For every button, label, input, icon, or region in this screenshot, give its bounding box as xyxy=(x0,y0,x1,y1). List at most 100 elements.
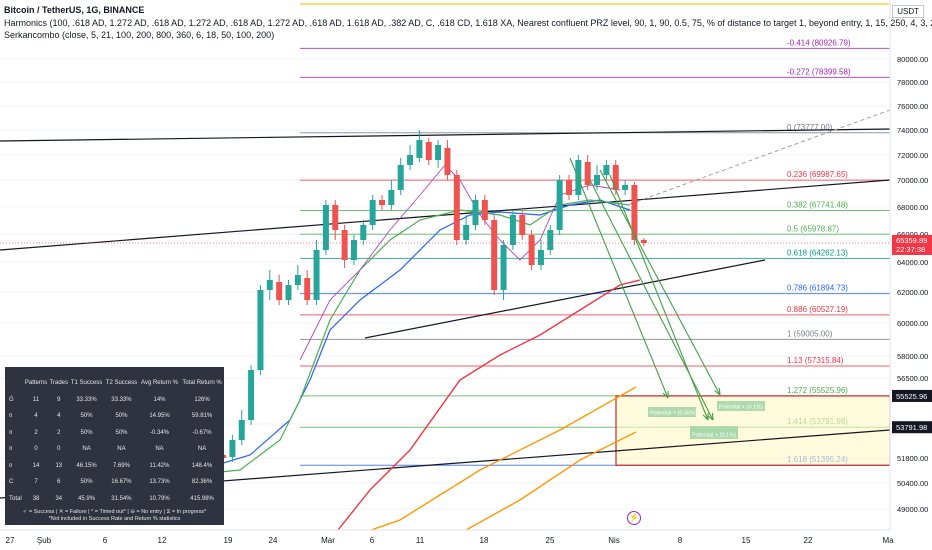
candle xyxy=(350,235,357,265)
stats-cell: 2 xyxy=(57,429,61,436)
upper-trend-line xyxy=(0,128,891,142)
fib-levels: -0.414 (80926.79) -0.272 (78399.58) 0 (737… xyxy=(300,3,890,466)
time-tick-label: 15 xyxy=(742,536,751,545)
time-tick-label: Nis xyxy=(608,536,620,545)
candle xyxy=(491,215,498,295)
stats-cell: NA xyxy=(197,446,207,453)
time-tick-label: 22 xyxy=(804,536,813,545)
fib-label: 0.236 (69987.65) xyxy=(787,170,848,179)
candle xyxy=(528,230,535,270)
harmonic-stats-table: Patterns Trades T1 Success T2 Success Avg Re… xyxy=(5,367,224,525)
stats-cell: 16.67% xyxy=(111,479,132,486)
fib-label: 1.13 (57315.84) xyxy=(787,356,844,365)
stats-cell: 33.33% xyxy=(76,396,97,403)
candle-body xyxy=(276,282,283,300)
stats-cell: 148.4% xyxy=(191,462,213,469)
candle xyxy=(379,195,385,210)
stats-header-cell: T1 Success xyxy=(70,380,103,387)
legend-symbol: Bitcoin / TetherUS, 1G, BINANCE xyxy=(4,5,145,15)
candle xyxy=(285,280,292,305)
lightning-icon[interactable]: ⚡ xyxy=(627,511,641,525)
candle-body xyxy=(453,175,460,240)
stats-cell: 13.73% xyxy=(149,479,170,486)
price-tick-label: 76000.00 xyxy=(897,102,928,111)
candle xyxy=(594,165,601,190)
stats-cell: 7.69% xyxy=(112,462,130,469)
candle-body xyxy=(416,140,423,158)
stats-row: Total 38 34 45.9% 31.54% 10.79% 415.98% xyxy=(5,491,224,508)
candle xyxy=(341,225,348,268)
candle xyxy=(584,155,591,190)
candle-body xyxy=(444,148,451,175)
projection-label: Potential + (0.56%) xyxy=(650,411,697,417)
stats-cell: C xyxy=(9,479,14,486)
stats-cell: 46.15% xyxy=(76,462,97,469)
candle-body xyxy=(294,275,301,285)
time-axis-bg xyxy=(0,530,932,550)
candle xyxy=(416,130,423,162)
price-tick-label: 49000.00 xyxy=(897,505,928,514)
candle-body xyxy=(603,165,610,175)
projection-label: Potential + (0.1%) xyxy=(719,405,763,411)
stats-row: ¤ 14 13 46.15% 7.69% 11.42% 148.4% xyxy=(5,458,224,475)
price-tick-label: 62000.00 xyxy=(897,288,928,297)
candle-body xyxy=(350,240,357,260)
current-price-countdown: 22:37:38 xyxy=(896,245,925,254)
price-tick-label: 58000.00 xyxy=(897,352,928,361)
current-price-badge xyxy=(892,234,932,255)
projection-arrow-1-head xyxy=(662,390,669,399)
time-tick-label: Ma xyxy=(882,536,894,545)
projection-label-box xyxy=(690,429,738,439)
stats-row: ¤ 2 2 50% 50% -0.34% -0.67% xyxy=(5,425,224,442)
candle xyxy=(435,140,442,168)
candle-body xyxy=(519,215,526,235)
stats-row: Ġ 11 9 33.33% 33.33% 14% 126% xyxy=(5,392,224,409)
ma-red xyxy=(329,279,641,541)
currency-button[interactable]: USDT xyxy=(892,5,924,18)
candle xyxy=(622,180,629,195)
stats-cell: -0.67% xyxy=(192,429,212,436)
time-tick-label: 6 xyxy=(370,536,375,545)
candle xyxy=(509,210,516,250)
fib-label: 1 (59005.00) xyxy=(787,329,833,338)
time-axis: 27 Şub 6 12 19 24 Mar 6 11 18 25 Nis 8 15 22 Ma xyxy=(0,529,932,550)
candle-body xyxy=(491,220,498,290)
candles[interactable] xyxy=(173,130,647,482)
stats-cell: 59.81% xyxy=(191,413,213,420)
stats-cell: 9 xyxy=(57,396,61,403)
stats-cell: 4 xyxy=(57,413,61,420)
candle xyxy=(463,215,470,245)
stats-cell: -0.34% xyxy=(150,429,170,436)
projection-label-box xyxy=(648,407,696,417)
fib-label: 0.5 (65978.87) xyxy=(787,224,839,233)
stats-header-cell xyxy=(5,375,24,392)
candle xyxy=(556,175,563,235)
price-tick-label: 56500.00 xyxy=(897,374,928,383)
candle-body xyxy=(332,205,339,230)
price-axis-bg xyxy=(890,0,932,530)
stats-cell: 50% xyxy=(115,429,128,436)
time-tick-label: 25 xyxy=(546,536,555,545)
stats-row: C 7 6 50% 16.67% 13.73% 82.36% xyxy=(5,474,224,491)
time-tick-label: 27 xyxy=(6,536,15,545)
time-tick-label: Mar xyxy=(321,536,335,545)
moving-averages xyxy=(189,164,641,550)
candle xyxy=(397,158,404,195)
candle xyxy=(537,240,544,270)
candle-body xyxy=(304,278,311,300)
stats-cell: 50% xyxy=(80,479,93,486)
stats-cell: 126% xyxy=(194,396,210,403)
candle xyxy=(238,410,245,445)
stats-cell: ¤ xyxy=(9,429,13,436)
candle xyxy=(640,238,647,246)
price-tick-label: 70000.00 xyxy=(897,176,928,185)
stats-cell: 14% xyxy=(153,396,166,403)
candle-body xyxy=(537,250,544,265)
fib-label: 0 (73777.00) xyxy=(787,123,833,132)
fib-label: 0.618 (64262.13) xyxy=(787,248,848,257)
candle-body xyxy=(566,180,572,195)
level-price-value: 53791.98 xyxy=(896,423,927,432)
price-tick-label: 68000.00 xyxy=(897,203,928,212)
candle xyxy=(276,275,283,305)
